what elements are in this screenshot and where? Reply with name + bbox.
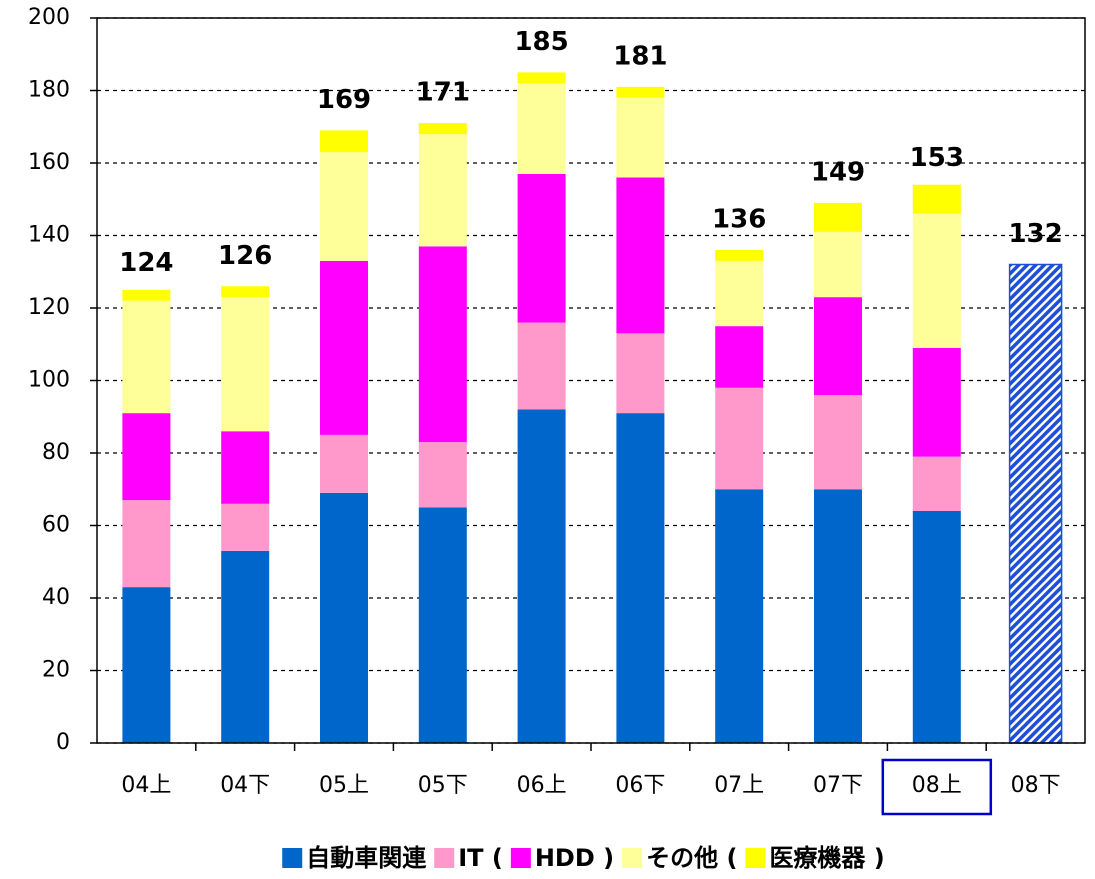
- bar-segment: [418, 134, 467, 247]
- bar-segment: [221, 297, 270, 432]
- total-label: 181: [613, 41, 667, 71]
- bar-segment: [814, 489, 862, 743]
- y-tick-label: 120: [28, 295, 70, 320]
- bar-segment: [320, 152, 368, 261]
- y-tick-label: 20: [42, 658, 70, 683]
- y-tick-label: 160: [28, 150, 70, 175]
- bar-segment: [616, 333, 665, 414]
- total-label: 149: [811, 157, 865, 187]
- x-tick-label: 07上: [714, 773, 764, 798]
- bar-segment: [517, 409, 566, 743]
- total-label: 153: [910, 143, 964, 173]
- bar-segment: [912, 456, 961, 511]
- x-tick-label: 06下: [615, 773, 665, 798]
- y-tick-label: 200: [28, 5, 70, 30]
- bar-segment: [715, 489, 764, 743]
- total-label: 124: [119, 248, 173, 278]
- bar-segment: [122, 587, 171, 743]
- bar-segment: [912, 213, 961, 348]
- total-label: 126: [218, 241, 272, 271]
- legend-label: 医療機器 ): [769, 844, 884, 872]
- bar-segment: [221, 503, 270, 551]
- bar-segment: [221, 550, 270, 743]
- bar-segment: [616, 86, 665, 98]
- bar-segment: [122, 413, 171, 501]
- bar-segment: [122, 500, 171, 588]
- bar-segment: [616, 97, 665, 178]
- bar-segment: [122, 300, 171, 414]
- bar-segment: [715, 250, 764, 261]
- bar-segment: [418, 507, 467, 743]
- bar-segment: [814, 297, 862, 395]
- bar-segment: [418, 246, 467, 443]
- x-tick-label: 05下: [418, 773, 468, 798]
- bar-segment: [616, 413, 665, 743]
- bar-segment: [122, 289, 171, 301]
- bar-segment: [517, 72, 566, 84]
- bar-segment: [221, 431, 270, 504]
- bar-segment: [221, 286, 270, 298]
- bar-segment: [418, 442, 467, 508]
- bar-segment: [912, 184, 961, 214]
- total-label: 171: [416, 78, 470, 108]
- x-tick-label: 04下: [220, 773, 270, 798]
- y-tick-label: 40: [42, 585, 70, 610]
- bar-segment: [320, 260, 368, 435]
- plot-frame: [96, 17, 1086, 744]
- highlight-box: [881, 758, 993, 816]
- bar-segment: [517, 83, 566, 174]
- y-tick-label: 100: [28, 368, 70, 393]
- bar-segment: [616, 177, 665, 334]
- x-tick-label: 08上: [912, 773, 962, 798]
- bar-segment: [320, 434, 368, 493]
- x-tick-label: 07下: [813, 773, 863, 798]
- legend-swatch: [282, 848, 303, 868]
- x-tick-label: 06上: [517, 773, 567, 798]
- legend-label: IT (: [458, 844, 503, 872]
- legend-label: HDD ): [535, 844, 614, 872]
- bar-segment: [320, 130, 368, 153]
- legend-swatch: [434, 848, 455, 868]
- bar-segment: [912, 347, 961, 457]
- bar-segment: [715, 260, 764, 327]
- x-tick-label: 08下: [1011, 773, 1061, 798]
- bar-segment: [814, 395, 862, 490]
- y-tick-label: 0: [56, 730, 70, 755]
- bar-segment: [715, 326, 764, 388]
- x-tick-label: 05上: [319, 773, 369, 798]
- total-label: 136: [712, 205, 766, 235]
- total-label: 132: [1008, 219, 1062, 249]
- y-tick-label: 80: [42, 440, 70, 465]
- legend-swatch: [622, 848, 643, 868]
- y-tick-label: 140: [28, 223, 70, 248]
- legend-swatch: [510, 848, 531, 868]
- bar-segment: [320, 492, 368, 743]
- legend-label: その他 (: [646, 844, 737, 872]
- legend-label: 自動車関連: [306, 844, 427, 872]
- bar-segment: [517, 173, 566, 323]
- y-tick-label: 60: [42, 513, 70, 538]
- bar-segment: [814, 202, 862, 232]
- forecast-bar: [1008, 263, 1063, 744]
- bar-segment: [814, 231, 862, 298]
- total-label: 169: [317, 85, 371, 115]
- bar-segment: [517, 322, 566, 410]
- legend-swatch: [745, 848, 766, 868]
- bar-segment: [418, 123, 467, 134]
- total-label: 185: [514, 27, 568, 57]
- bar-segment: [912, 511, 961, 743]
- bar-segment: [715, 387, 764, 490]
- y-tick-label: 180: [28, 78, 70, 103]
- x-tick-label: 04上: [121, 773, 171, 798]
